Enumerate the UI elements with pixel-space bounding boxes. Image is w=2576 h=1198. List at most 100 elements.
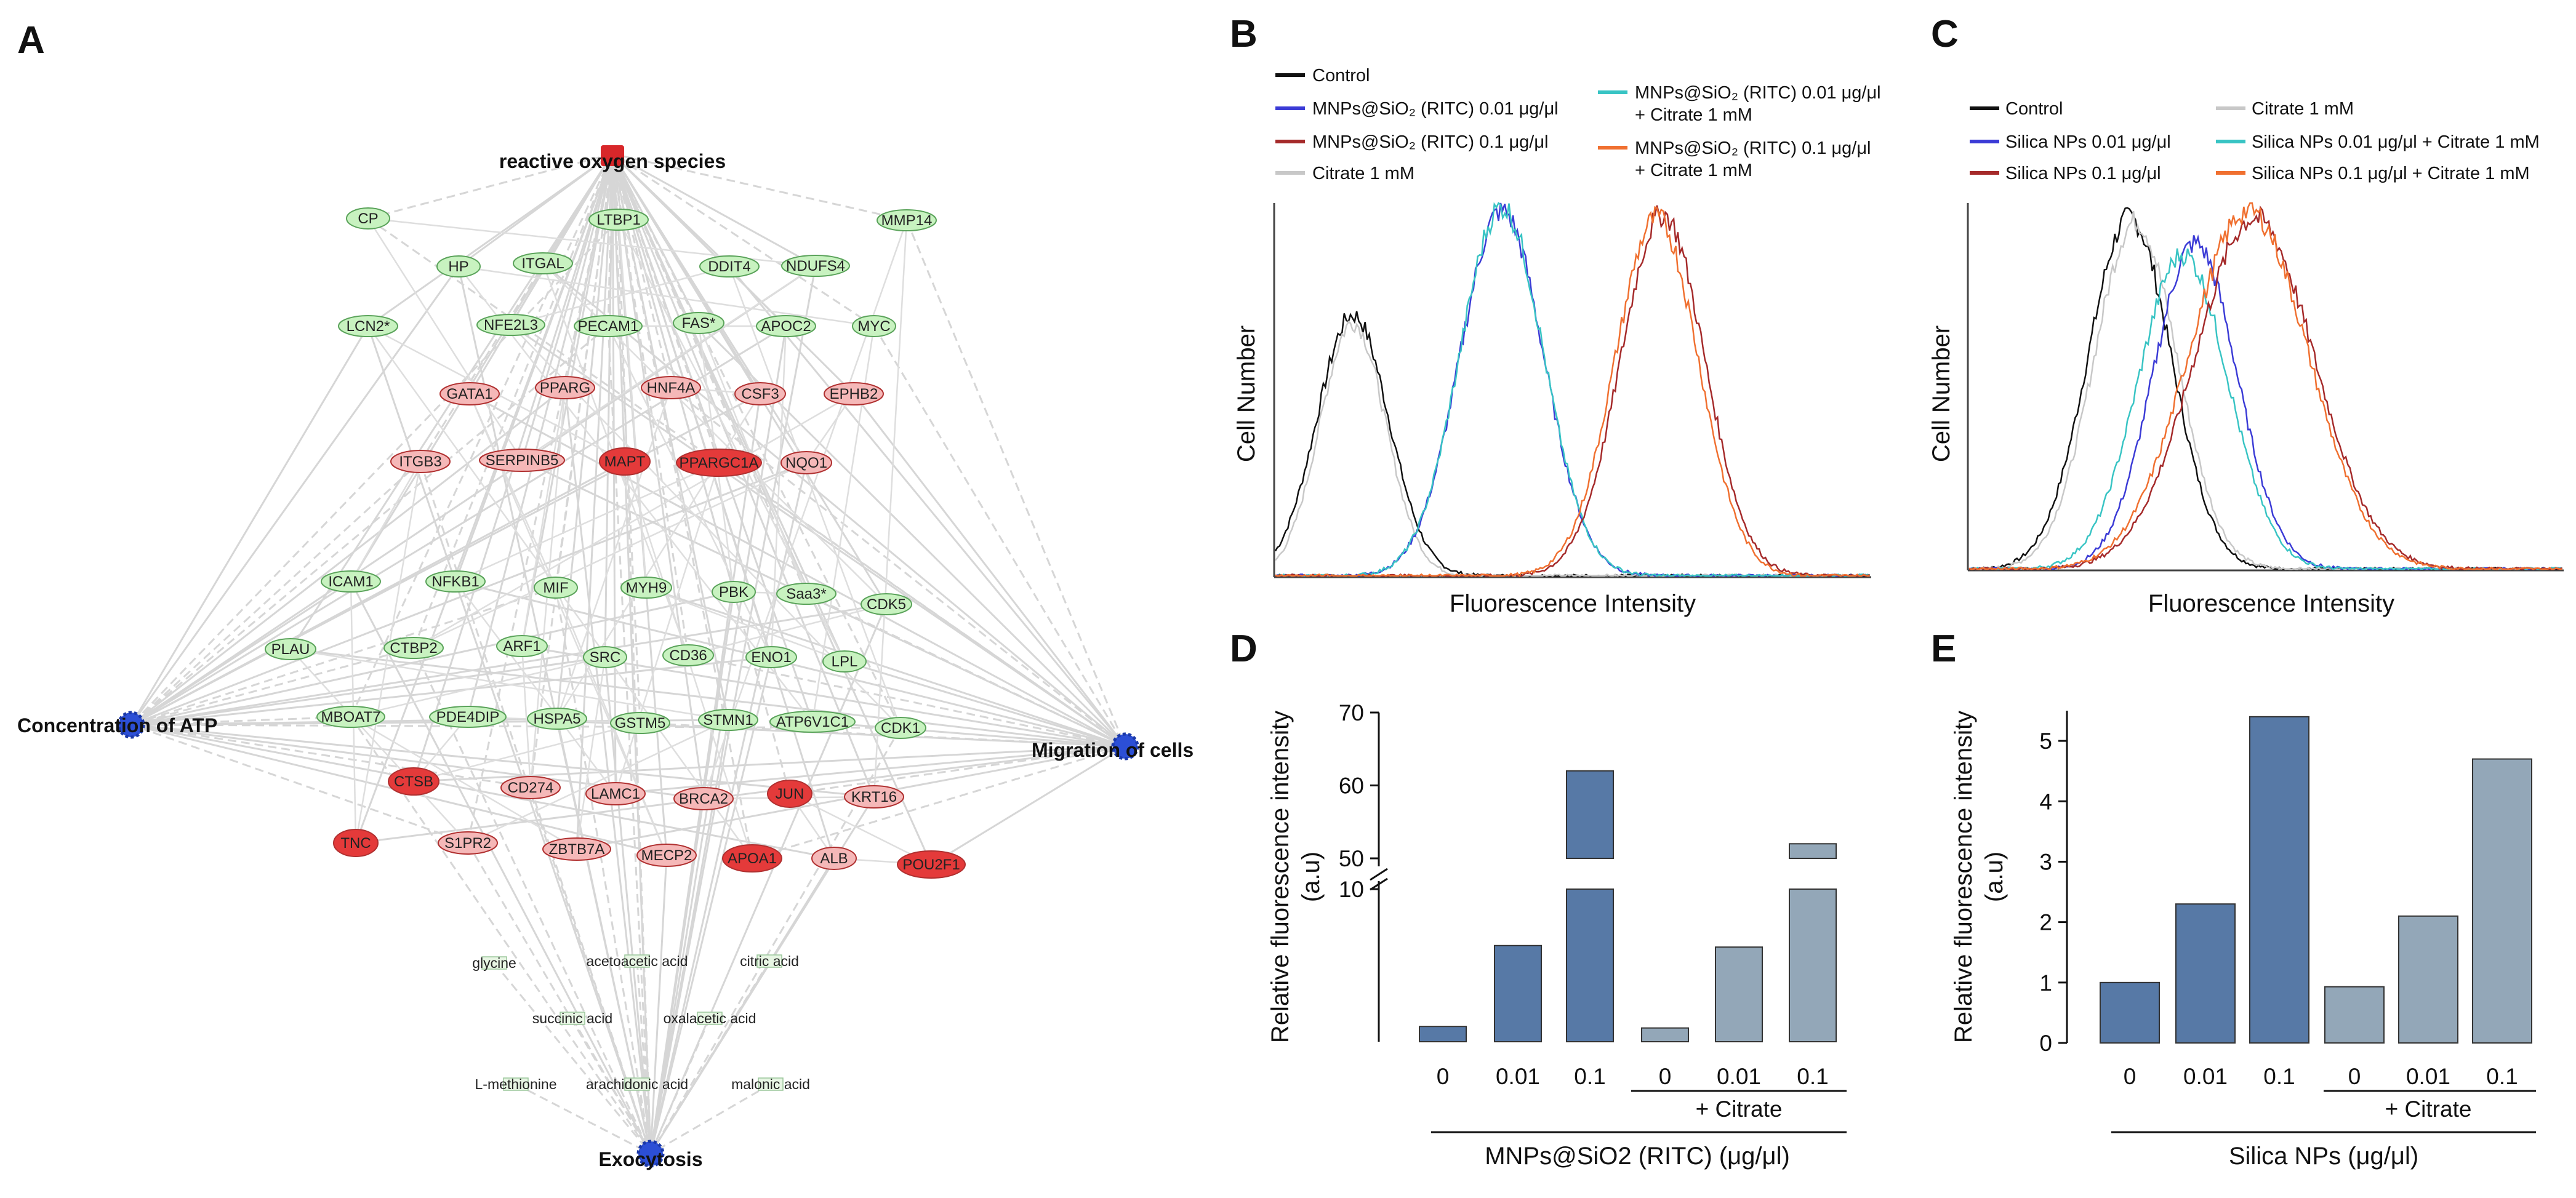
gene-node-pecam1: [574, 315, 643, 337]
network-edge: [130, 722, 835, 860]
gene-node-csf3: [734, 382, 786, 405]
network-edge: [805, 393, 855, 463]
bar-e-xtick-label: 0.01: [2183, 1064, 2228, 1089]
bar-d-ylabel-1: Relative fluorescence intensity: [1267, 711, 1294, 1043]
network-edge: [350, 716, 577, 850]
network-edge: [611, 153, 816, 267]
gene-label-lpl: LPL: [832, 653, 858, 670]
gene-label-fas: FAS*: [682, 315, 716, 332]
gene-label-alb: ALB: [820, 850, 848, 867]
legend-c-silica-001: Silica NPs 0.01 μg/μl: [2005, 132, 2171, 152]
network-edge: [521, 645, 532, 788]
gene-label-pou2f1: POU2F1: [902, 857, 960, 873]
gene-node-ctsb: [388, 767, 439, 796]
gene-label-saa3: Saa3*: [786, 586, 826, 602]
bar-e-bar-4: [2398, 915, 2458, 1044]
network-edge: [130, 461, 807, 727]
gene-label-krt16: KRT16: [851, 789, 897, 805]
gene-node-ddit4: [699, 255, 760, 278]
gene-label-mboat7: MBOAT7: [321, 709, 381, 725]
gene-label-hspa5: HSPA5: [534, 711, 581, 727]
network-edge: [770, 325, 787, 658]
network-edge: [611, 153, 720, 463]
network-edge: [556, 153, 617, 719]
gene-node-atp6v1c1: [769, 711, 856, 733]
bar-e-ytick-label: 5: [2039, 729, 2052, 754]
gene-label-myc: MYC: [857, 318, 890, 335]
network-edge: [611, 153, 808, 463]
gene-label-nfe2l3: NFE2L3: [484, 317, 538, 333]
bar-d-citrate-label: + Citrate: [1696, 1096, 1783, 1122]
bar-e-xtick-label: 0: [2348, 1064, 2361, 1089]
legend-c-silica-01: Silica NPs 0.1 μg/μl: [2005, 164, 2161, 183]
legend-b-mnp-01-citrate-1: MNPs@SiO₂ (RITC) 0.1 μg/μl: [1635, 138, 1871, 158]
gene-node-mboat7: [316, 706, 385, 728]
bar-e-ytick-label: 0: [2039, 1031, 2052, 1056]
network-edge: [130, 580, 351, 726]
network-edge: [529, 787, 652, 1155]
network-edge: [130, 218, 620, 726]
gene-node-fas: [673, 312, 724, 334]
bar-e-xtick-label: 0: [2124, 1064, 2137, 1089]
gene-label-ephb2: EPHB2: [830, 386, 878, 402]
histogram-b-curves: [1274, 202, 1871, 578]
histC-series-2: [1968, 234, 2563, 570]
gene-label-apoa1: APOA1: [728, 850, 777, 867]
gene-label-csf3: CSF3: [741, 386, 779, 402]
metabolite-node-succinic-acid: [560, 1012, 585, 1025]
network-edge: [609, 153, 753, 859]
gene-label-mif: MIF: [543, 580, 568, 596]
bar-e-ylabel-line1: Relative fluorescence intensity: [1950, 711, 1977, 1043]
network-edge: [521, 459, 1126, 748]
gene-node-pde4dip: [429, 706, 507, 728]
network-edge: [873, 325, 1126, 748]
bar-e-ytick-label: 3: [2039, 849, 2052, 874]
bar-d-ytick-label: 10: [1339, 877, 1364, 902]
gene-label-gata1: GATA1: [446, 386, 492, 402]
network-edge: [413, 722, 641, 783]
gene-node-plau: [265, 638, 316, 660]
histB-series-5: [1275, 206, 1870, 578]
gene-label-pbk: PBK: [719, 584, 748, 601]
bar-d-xtick-label: 0: [1659, 1064, 1672, 1089]
histogram-c-ylabel: Cell Number: [1928, 325, 1955, 462]
gene-node-mapt: [599, 447, 651, 476]
gene-label-myh9: MYH9: [626, 580, 667, 596]
gene-label-nfkb1: NFKB1: [431, 573, 479, 590]
network-edge: [931, 745, 1126, 866]
gene-node-cdk5: [861, 593, 912, 615]
bar-chart-d: Relative fluorescence intensity (a.u) 10…: [1267, 700, 1847, 1170]
gene-node-cdk1: [875, 717, 926, 739]
network-edge: [604, 657, 655, 1155]
gene-label-pparg: PPARG: [540, 380, 590, 396]
network-edge: [611, 153, 875, 327]
bar-d-ytick-label: 50: [1339, 846, 1364, 871]
gene-node-jun: [767, 780, 813, 808]
network-edge: [350, 461, 422, 582]
gene-node-icam1: [321, 570, 381, 593]
gene-label-tnc: TNC: [340, 835, 371, 852]
bar-d-bar-4: [1715, 946, 1763, 1042]
gene-node-lpl: [822, 650, 867, 673]
hub-concentration-of-atp: Concentration of ATP: [17, 711, 217, 739]
gene-node-cd36: [662, 644, 714, 666]
metabolite-node-glycine: [481, 956, 507, 970]
gene-node-tnc: [333, 829, 379, 857]
network-edge: [367, 153, 614, 327]
network-edge: [529, 153, 616, 788]
gene-node-src: [583, 646, 627, 668]
bar-d-bar-5-upper: [1789, 843, 1837, 860]
network-edge: [812, 721, 1126, 751]
network-panel: CP HP ITGAL LTBP1 DDIT4 NDUFS4 MMP14 LCN2* NFE2L…: [17, 145, 1194, 1170]
gene-node-ppargc1a: [676, 449, 762, 477]
gene-node-eno1: [745, 646, 797, 668]
network-edge: [670, 386, 1126, 748]
bar-d-bar-5-lower: [1789, 889, 1837, 1042]
bar-e-xlabel: Silica NPs (μg/μl): [2229, 1143, 2418, 1170]
network-edge: [290, 649, 468, 844]
network-edge: [455, 581, 616, 794]
bar-e-ylabel-line2: (a.u): [1981, 852, 2008, 902]
bar-d-bar-2-lower: [1566, 889, 1614, 1042]
panel-c-legend: Control Silica NPs 0.01 μg/μl Silica NPs…: [1970, 99, 2540, 183]
